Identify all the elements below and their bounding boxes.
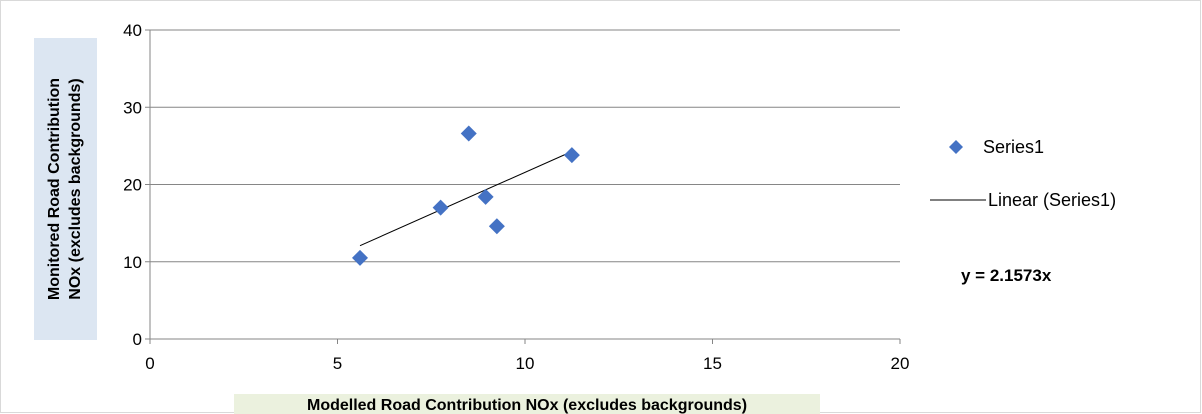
data-points	[352, 125, 580, 266]
data-point	[432, 199, 449, 216]
x-axis-title-group: Modelled Road Contribution NOx (excludes…	[234, 394, 820, 414]
gridlines	[150, 29, 900, 263]
y-axis-title-line-2: NOx (excludes backgrounds)	[67, 78, 84, 299]
data-point	[352, 249, 368, 266]
y-tick-label-40: 40	[123, 21, 142, 40]
trendline-equation: y = 2.1573x	[961, 266, 1052, 285]
y-tick-label-10: 10	[123, 253, 142, 272]
x-tick-label-0: 0	[145, 354, 154, 373]
y-tick-label-0: 0	[133, 330, 142, 349]
data-point	[563, 147, 580, 164]
data-point	[477, 188, 494, 205]
x-tick-label-10: 10	[516, 354, 535, 373]
x-tick-label-15: 15	[703, 354, 722, 373]
x-axis-title-background	[234, 394, 820, 414]
legend-series-label: Series1	[983, 137, 1044, 157]
legend: Series1 Linear (Series1)	[930, 137, 1116, 210]
data-point	[488, 218, 505, 235]
y-tick-label-30: 30	[123, 98, 142, 117]
legend-trendline-label: Linear (Series1)	[988, 190, 1116, 210]
legend-diamond-marker	[949, 140, 963, 154]
y-axis-title-background	[34, 38, 97, 340]
y-axis-title-group: Monitored Road Contribution NOx (exclude…	[34, 38, 97, 340]
x-axis-title: Modelled Road Contribution NOx (excludes…	[307, 397, 747, 414]
y-axis-title-line-1: Monitored Road Contribution	[46, 78, 63, 300]
trendline-group	[359, 151, 573, 247]
tick-labels: 0 10 20 30 40 0 5 10 15 20	[123, 21, 909, 373]
y-tick-label-20: 20	[123, 176, 142, 195]
axes	[145, 29, 901, 344]
x-tick-label-20: 20	[891, 354, 910, 373]
x-tick-label-5: 5	[333, 354, 342, 373]
trendline	[359, 151, 573, 247]
data-point	[460, 125, 477, 142]
